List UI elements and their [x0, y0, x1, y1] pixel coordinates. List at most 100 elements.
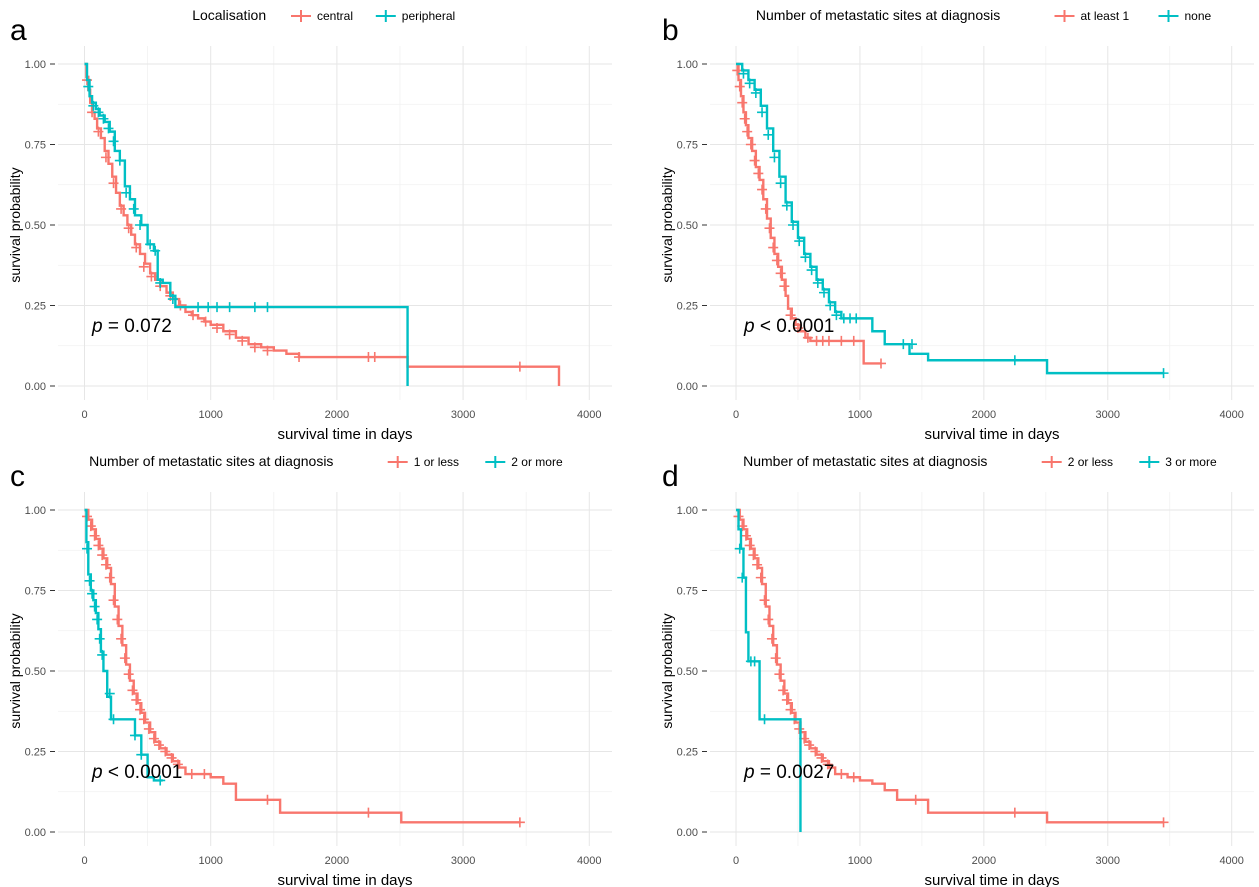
- censor-mark: [742, 126, 753, 137]
- censor-mark: [203, 302, 214, 313]
- censor-mark: [804, 740, 815, 751]
- survival-curve: [736, 508, 802, 832]
- censor-mark: [898, 339, 909, 350]
- x-tick-label: 1000: [848, 855, 872, 867]
- censor-mark: [93, 107, 104, 118]
- y-tick-label: 0.75: [677, 140, 698, 152]
- legend-label: peripheral: [402, 9, 455, 23]
- censor-mark: [802, 332, 813, 343]
- censor-mark: [167, 294, 178, 305]
- censor-mark: [748, 550, 759, 561]
- censor-mark: [200, 316, 211, 327]
- legend: Number of metastatic sites at diagnosis 1…: [89, 453, 563, 469]
- censor-mark: [806, 265, 817, 276]
- legend-item-at-least-1: at least 1: [1054, 9, 1130, 23]
- x-tick-label: 2000: [972, 855, 996, 867]
- censor-mark: [146, 271, 157, 282]
- censor-mark: [778, 685, 789, 696]
- censor-mark: [84, 575, 95, 586]
- x-tick-label: 1000: [198, 855, 222, 867]
- survival-curve: [736, 62, 1164, 375]
- censor-mark: [744, 540, 755, 551]
- y-axis-label: survival probability: [659, 613, 675, 728]
- x-tick-label: 3000: [1096, 409, 1120, 421]
- censor-mark: [262, 302, 273, 313]
- censor-mark: [781, 200, 792, 211]
- censor-mark: [237, 335, 248, 346]
- survival-curve: [84, 62, 409, 386]
- x-tick-label: 0: [81, 855, 87, 867]
- survival-curve: [736, 62, 882, 365]
- censor-mark: [212, 302, 223, 313]
- x-tick-label: 0: [733, 855, 739, 867]
- censor-mark: [760, 203, 771, 214]
- series-peripheral: [83, 62, 409, 386]
- censor-mark: [249, 342, 260, 353]
- series-at-least-1: [732, 62, 887, 369]
- censor-mark: [825, 300, 836, 311]
- censor-mark: [145, 239, 156, 250]
- legend: Number of metastatic sites at diagnosis 2…: [743, 453, 1217, 469]
- y-tick-label: 0.50: [677, 220, 698, 232]
- censor-mark: [119, 653, 130, 664]
- legend-item-central: central: [291, 9, 353, 23]
- x-tick-label: 4000: [577, 409, 601, 421]
- x-tick-label: 0: [81, 409, 87, 421]
- censor-mark: [108, 714, 119, 725]
- panel-label: a: [10, 14, 27, 47]
- panel-c: 0 1000 2000 3000 4000 0.00 0.25 0.50 0.75 1.00 sur…: [7, 453, 612, 887]
- x-tick-label: 2000: [325, 855, 349, 867]
- censor-mark: [97, 550, 108, 561]
- censor-mark: [1009, 807, 1020, 818]
- censor-mark: [757, 107, 768, 118]
- y-tick-label: 1.00: [25, 505, 46, 517]
- legend-item-none: none: [1158, 9, 1212, 23]
- censor-mark: [759, 714, 770, 725]
- x-axis-label: survival time in days: [924, 426, 1059, 443]
- censor-mark: [740, 530, 751, 541]
- censor-mark: [88, 100, 99, 111]
- panel-label: c: [10, 460, 25, 493]
- censor-mark: [781, 694, 792, 705]
- legend-label: 2 or less: [1068, 455, 1113, 469]
- x-tick-label: 3000: [451, 409, 475, 421]
- censor-mark: [212, 323, 223, 334]
- censor-mark: [771, 255, 782, 266]
- censor-mark: [104, 572, 115, 583]
- censor-mark: [836, 335, 847, 346]
- censor-mark: [514, 361, 525, 372]
- p-value-annotation: p = 0.0027: [743, 762, 834, 783]
- x-tick-label: 1000: [848, 409, 872, 421]
- censor-mark: [112, 614, 123, 625]
- censor-mark: [770, 653, 781, 664]
- p-value-annotation: p = 0.072: [91, 316, 172, 337]
- x-tick-label: 3000: [1096, 855, 1120, 867]
- censor-mark: [153, 740, 164, 751]
- censor-mark: [108, 178, 119, 189]
- censor-mark: [121, 187, 132, 198]
- grid: [710, 492, 1254, 846]
- legend-label: 3 or more: [1165, 455, 1217, 469]
- censor-mark: [763, 129, 774, 140]
- censor-mark: [155, 277, 166, 288]
- censor-mark: [363, 807, 374, 818]
- censor-mark: [135, 704, 146, 715]
- censor-mark: [755, 572, 766, 583]
- censor-mark: [150, 245, 161, 256]
- censor-mark: [108, 595, 119, 606]
- y-axis-label: survival probability: [7, 613, 23, 728]
- censor-mark: [188, 310, 199, 321]
- survival-curve: [84, 508, 163, 782]
- censor-mark: [155, 775, 166, 786]
- y-tick-label: 0.50: [677, 666, 698, 678]
- censor-mark: [138, 261, 149, 272]
- censor-mark: [737, 572, 748, 583]
- censor-mark: [752, 559, 763, 570]
- censor-mark: [262, 345, 273, 356]
- censor-mark: [193, 302, 204, 313]
- grid: [58, 492, 612, 846]
- legend-label: none: [1185, 9, 1212, 23]
- censor-mark: [127, 685, 138, 696]
- censor-mark: [199, 769, 210, 780]
- y-tick-label: 0.25: [677, 747, 698, 759]
